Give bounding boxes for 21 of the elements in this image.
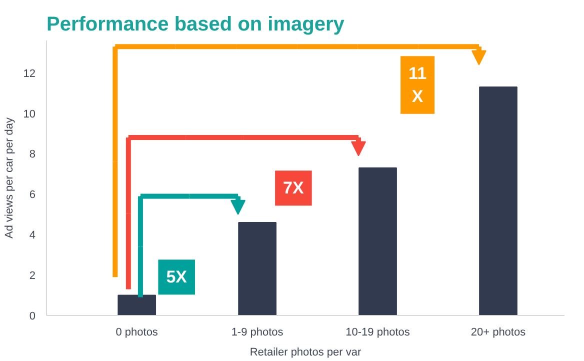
- x-tick-label: 0 photos: [116, 326, 158, 338]
- y-tick-label: 2: [29, 270, 36, 282]
- annotation: 5X: [166, 268, 188, 287]
- y-tick-label: 10: [23, 108, 36, 120]
- y-tick-label: 0: [29, 310, 36, 322]
- y-tick-label: 8: [29, 148, 36, 161]
- x-tick-label: 20+ photos: [470, 326, 526, 338]
- x-tick-label: 1-9 photos: [231, 326, 284, 338]
- annotation: 11 X: [408, 64, 427, 106]
- y-tick-label: 6: [29, 189, 36, 202]
- y-tick-label: 12: [23, 68, 36, 80]
- x-tick-label: 10-19 photos: [346, 326, 410, 338]
- y-tick-label: 4: [29, 230, 36, 242]
- bar: [358, 167, 397, 316]
- chart-title: Performance based on imagery: [46, 14, 346, 36]
- bar: [238, 222, 276, 316]
- bar: [479, 86, 518, 316]
- y-axis-title: Ad views per car per day: [3, 116, 16, 239]
- x-axis-title: Retailer photos per var: [250, 346, 362, 358]
- annotation: 7X: [283, 178, 305, 198]
- bar: [118, 294, 156, 316]
